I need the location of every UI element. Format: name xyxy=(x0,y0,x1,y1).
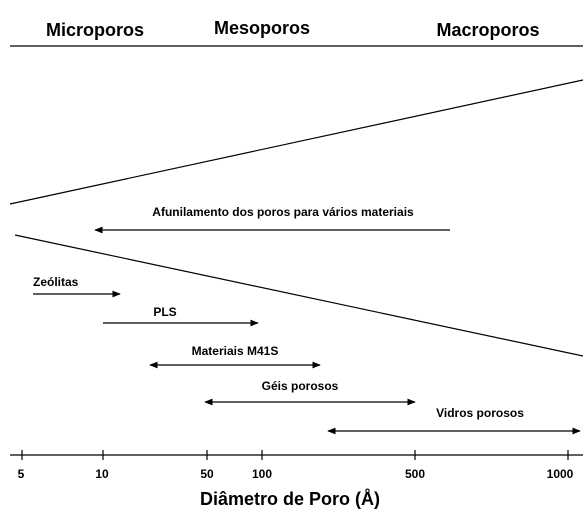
annotation: Zeólitas xyxy=(33,275,79,289)
tick-label: 10 xyxy=(95,467,109,481)
tick-label: 5 xyxy=(18,467,25,481)
annotation: PLS xyxy=(153,305,176,319)
funnel-upper xyxy=(9,79,583,205)
axis-ticks xyxy=(21,450,569,460)
header-label: Macroporos xyxy=(436,20,539,40)
tick-label: 1000 xyxy=(547,467,574,481)
annotation: Materiais M41S xyxy=(192,344,279,358)
annotation: Afunilamento dos poros para vários mater… xyxy=(152,205,414,219)
tick-label: 100 xyxy=(252,467,272,481)
annotation: Vidros porosos xyxy=(436,406,524,420)
annotation: Géis porosos xyxy=(262,379,339,393)
header-label: Microporos xyxy=(46,20,144,40)
tick-label: 50 xyxy=(200,467,214,481)
tick-label: 500 xyxy=(405,467,425,481)
axis-title: Diâmetro de Poro (Å) xyxy=(200,489,380,509)
funnel-lower xyxy=(14,234,583,357)
header-label: Mesoporos xyxy=(214,18,310,38)
